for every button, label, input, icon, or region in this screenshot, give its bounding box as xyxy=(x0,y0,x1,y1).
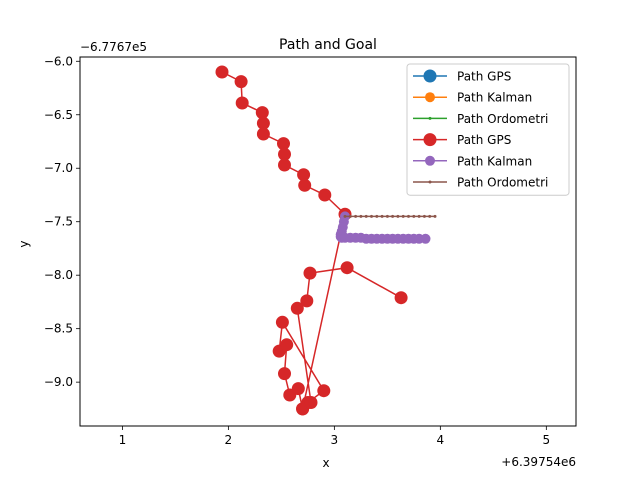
legend-marker xyxy=(423,133,437,147)
series-5 xyxy=(343,214,437,218)
chart-title: Path and Goal xyxy=(279,37,377,53)
data-point xyxy=(422,214,426,218)
data-point xyxy=(304,396,318,409)
data-point xyxy=(300,294,314,308)
data-point xyxy=(234,75,248,89)
legend-marker xyxy=(425,155,435,166)
data-point xyxy=(396,214,400,218)
data-point xyxy=(417,214,421,218)
ticks-layer: 1 2 3 4 5 −6.0 −6.5 −7.0 −7.5 −8.0 −8.5 −9.0 xyxy=(44,54,550,447)
y-tick-label: −6.0 xyxy=(44,54,73,68)
legend-item: Path GPS xyxy=(413,133,511,147)
data-point xyxy=(394,291,408,305)
data-point xyxy=(385,214,389,218)
data-point xyxy=(380,214,384,218)
data-point xyxy=(235,96,249,110)
y-offset-label: −6.7767e5 xyxy=(80,40,147,54)
data-point xyxy=(407,214,410,218)
data-point xyxy=(297,168,311,182)
data-point xyxy=(343,214,347,218)
data-point xyxy=(401,214,405,218)
legend-item: Path Ordometri xyxy=(413,176,548,190)
legend-label: Path Kalman xyxy=(457,91,532,105)
y-tick-label: −9.0 xyxy=(44,375,73,389)
data-point xyxy=(348,214,352,218)
legend-label: Path GPS xyxy=(457,133,511,147)
series-layer xyxy=(215,65,437,416)
data-point xyxy=(291,382,305,396)
x-axis-label: x xyxy=(322,456,329,470)
data-point xyxy=(340,261,354,275)
legend-label: Path Kalman xyxy=(457,154,532,168)
y-tick-label: −7.0 xyxy=(44,161,73,175)
data-point xyxy=(303,266,317,280)
y-tick-label: −7.5 xyxy=(44,215,73,229)
data-point xyxy=(278,367,291,381)
legend-label: Path GPS xyxy=(457,70,511,84)
data-point xyxy=(420,233,431,244)
data-point xyxy=(375,214,379,218)
data-point xyxy=(354,214,358,218)
data-point xyxy=(280,338,294,352)
x-tick-label: 4 xyxy=(437,433,445,447)
data-point xyxy=(215,65,229,79)
legend-marker xyxy=(423,69,437,83)
plot-area: 1 2 3 4 5 −6.0 −6.5 −7.0 −7.5 −8.0 −8.5 −9.0 xyxy=(44,54,577,447)
data-point xyxy=(278,158,291,172)
x-tick-label: 2 xyxy=(225,433,233,447)
axes-frame xyxy=(79,56,577,427)
y-axis-label: y xyxy=(17,240,31,247)
data-point xyxy=(318,188,332,202)
data-point xyxy=(428,214,432,218)
data-point xyxy=(255,106,269,120)
legend-marker xyxy=(428,180,432,184)
data-point xyxy=(275,315,289,329)
data-point xyxy=(256,116,270,130)
x-tick-label: 1 xyxy=(119,433,127,447)
data-point xyxy=(370,214,373,218)
legend-item: Path Kalman xyxy=(413,154,532,168)
data-point xyxy=(433,214,437,218)
legend-item: Path GPS xyxy=(413,69,511,84)
legend-marker xyxy=(428,116,432,120)
x-offset-label: +6.39754e6 xyxy=(501,455,576,469)
x-tick-label: 5 xyxy=(543,433,551,447)
data-point xyxy=(317,384,331,398)
legend-item: Path Ordometri xyxy=(413,112,548,126)
series-3 xyxy=(215,65,408,416)
y-tick-label: −8.5 xyxy=(44,322,73,336)
data-point xyxy=(278,147,291,161)
legend-marker xyxy=(425,92,435,103)
data-point xyxy=(277,137,290,151)
y-tick-label: −6.5 xyxy=(44,108,73,122)
data-point xyxy=(290,301,304,315)
data-point xyxy=(298,178,312,192)
data-point xyxy=(364,214,368,218)
data-point xyxy=(359,214,363,218)
y-tick-label: −8.0 xyxy=(44,268,73,282)
legend-label: Path Ordometri xyxy=(457,112,548,126)
x-tick-label: 3 xyxy=(331,433,339,447)
series-4 xyxy=(335,211,431,244)
data-point xyxy=(412,214,416,218)
legend-frame xyxy=(406,63,570,196)
data-point xyxy=(256,127,270,141)
data-point xyxy=(391,214,395,218)
legend-label: Path Ordometri xyxy=(457,176,548,190)
legend-item: Path Kalman xyxy=(413,91,532,105)
legend: Path GPS Path Kalman Path Ordometri Path GP… xyxy=(406,63,570,196)
